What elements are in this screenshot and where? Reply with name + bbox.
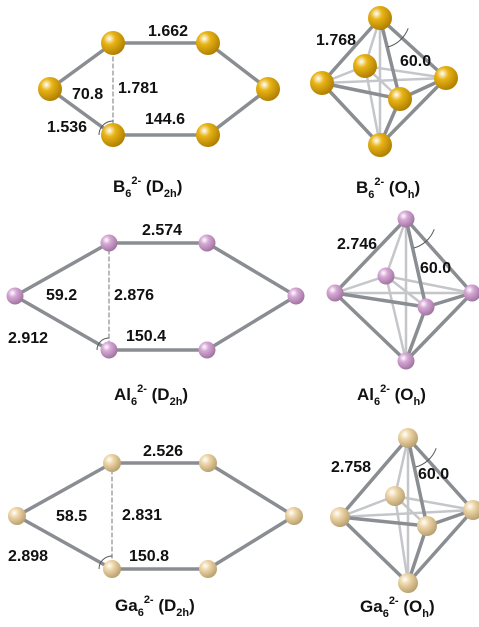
b6-d2h-atom-1 <box>196 31 220 55</box>
b6-d2h-label-2: 70.8 <box>72 86 103 103</box>
ga6-d2h-label-3: 2.898 <box>8 548 48 565</box>
ga6-oh-atom-front <box>417 516 437 536</box>
ga6-d2h-label-4: 150.8 <box>129 548 169 565</box>
al6-oh-atom-front <box>418 299 435 316</box>
al6-d2h-label-0: 2.574 <box>142 222 182 239</box>
b6-oh-atom-bottom <box>368 133 392 157</box>
ga6-d2h-label-2: 58.5 <box>56 508 87 525</box>
al6-oh-atom-top <box>398 211 415 228</box>
al6-d2h-atom-2 <box>7 288 24 305</box>
al6-oh-atom-bottom <box>398 353 415 370</box>
al6-oh-atom-left <box>327 285 344 302</box>
ga6-oh-atom-bottom <box>398 573 418 593</box>
b6-d2h-label-0: 1.662 <box>148 23 188 40</box>
al6-d2h-atom-3 <box>288 288 305 305</box>
ga6-oh-bond-l-f <box>340 517 427 526</box>
al6-d2h-atom-4 <box>101 342 118 359</box>
b6-d2h-label-4: 144.6 <box>145 111 185 128</box>
b6-oh-angle-arc <box>388 28 408 47</box>
ga6-d2h-label-1: 2.831 <box>122 507 162 524</box>
ga6-d2h-bond-2 <box>208 516 294 569</box>
al6-d2h-atom-1 <box>199 235 216 252</box>
b6-oh-caption: B62- (Oh) <box>356 176 420 201</box>
b6-d2h-atom-2 <box>38 77 62 101</box>
ga6-d2h-caption: Ga62- (D2h) <box>115 594 195 619</box>
b6-d2h-atom-4 <box>101 123 125 147</box>
al6-oh-caption: Al62- (Oh) <box>357 383 426 408</box>
al6-oh-label-1: 60.0 <box>420 260 451 277</box>
al6-d2h-label-3: 2.912 <box>8 330 48 347</box>
b6-d2h-atom-0 <box>101 31 125 55</box>
b6-d2h-label-3: 1.536 <box>47 119 87 136</box>
b6-oh-atom-left <box>310 71 334 95</box>
ga6-oh-atom-left <box>330 507 350 527</box>
al6-d2h-label-4: 150.4 <box>126 328 166 345</box>
ga6-oh-bond-bot-l <box>340 517 408 583</box>
ga6-d2h-atom-0 <box>103 454 121 472</box>
ga6-oh-caption: Ga62- (Oh) <box>360 595 435 620</box>
ga6-d2h-atom-3 <box>285 507 303 525</box>
al6-d2h-label-2: 59.2 <box>46 287 77 304</box>
b6-oh-atom-top <box>368 6 392 30</box>
al6-d2h-bond-1 <box>207 243 296 296</box>
b6-oh-atom-front <box>388 87 412 111</box>
al6-d2h-bond-2 <box>207 296 296 350</box>
ga6-d2h-bond-1 <box>208 463 294 516</box>
ga6-oh-atom-top <box>398 428 418 448</box>
al6-oh-atom-back <box>378 268 395 285</box>
b6-oh-atom-back <box>353 54 377 78</box>
ga6-d2h-atom-5 <box>199 560 217 578</box>
b6-d2h-atom-3 <box>256 77 280 101</box>
al6-oh-label-0: 2.746 <box>337 236 377 253</box>
ga6-d2h-label-0: 2.526 <box>143 443 183 460</box>
b6-oh-label-1: 60.0 <box>400 53 431 70</box>
ga6-d2h-atom-2 <box>8 507 26 525</box>
al6-d2h-label-1: 2.876 <box>114 287 154 304</box>
al6-d2h-atom-0 <box>101 235 118 252</box>
ga6-d2h-atom-4 <box>103 560 121 578</box>
b6-oh-label-0: 1.768 <box>316 32 356 49</box>
al6-d2h-caption: Al62- (D2h) <box>114 383 188 408</box>
ga6-oh-label-1: 60.0 <box>418 466 449 483</box>
b6-oh-bond-top-f <box>380 18 400 99</box>
b6-d2h-atom-5 <box>196 123 220 147</box>
ga6-oh-atom-back <box>385 486 405 506</box>
b6-d2h-label-1: 1.781 <box>118 80 158 97</box>
ga6-d2h-atom-1 <box>199 454 217 472</box>
b6-d2h-caption: B62- (D2h) <box>113 175 182 200</box>
b6-oh-atom-right <box>434 66 458 90</box>
ga6-oh-label-0: 2.758 <box>331 459 371 476</box>
al6-d2h-atom-5 <box>199 342 216 359</box>
